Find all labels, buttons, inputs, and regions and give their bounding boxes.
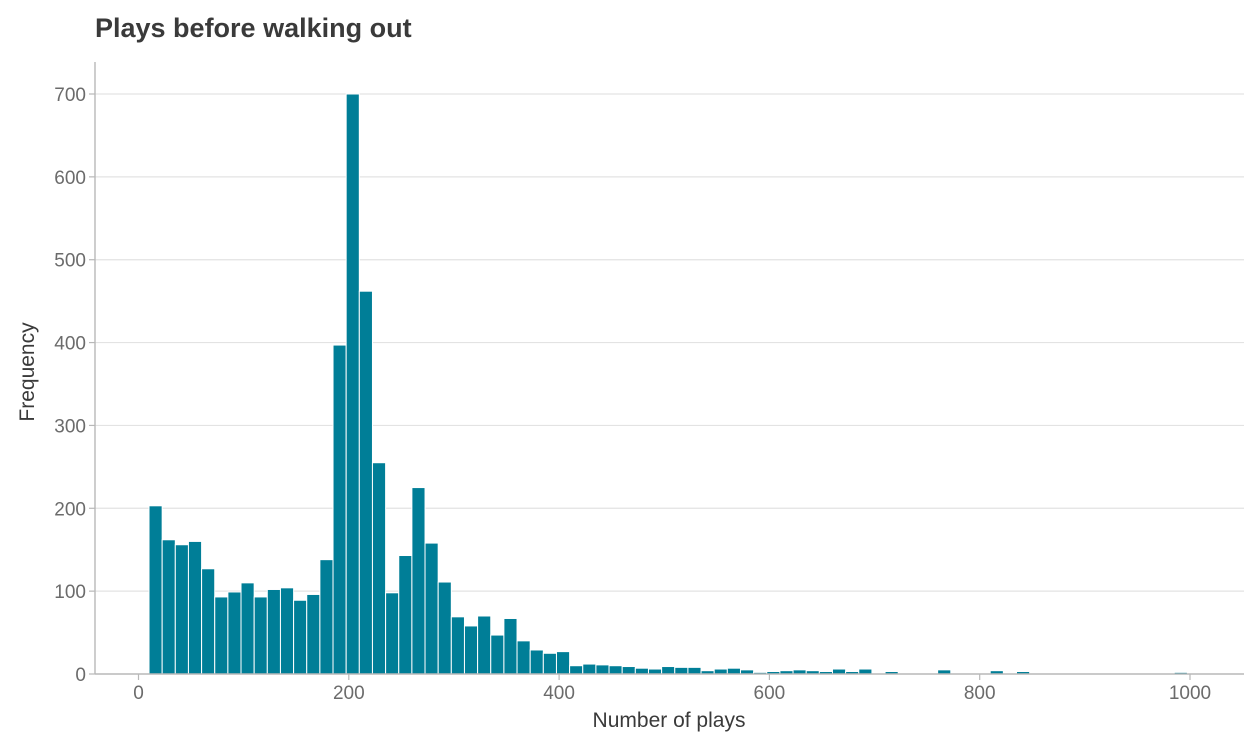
histogram-bar [569,665,584,675]
histogram-bar [358,290,373,675]
y-tick-label: 700 [54,85,86,106]
histogram-bar [831,668,847,675]
histogram-bar [398,555,413,675]
histogram-bar [634,667,649,675]
histogram-bar [411,487,426,675]
histogram-bar [306,593,321,675]
histogram-bar [266,588,281,675]
histogram-bar [713,668,728,675]
y-tick-label: 200 [54,499,86,520]
histogram-bar [201,568,216,675]
histogram-bar [187,540,203,675]
histogram-bar [214,596,229,675]
histogram-bar [555,651,571,675]
histogram-bar [621,666,636,675]
x-axis-label: Number of plays [593,709,746,732]
histogram-bar [595,664,610,675]
histogram-bar [371,462,387,675]
histogram-bar [161,539,176,675]
x-tick-label: 800 [964,683,996,704]
histogram-bar [647,668,663,675]
y-axis-label: Frequency [16,322,39,422]
y-tick-label: 600 [54,168,86,189]
histogram-bar [332,344,347,675]
histogram-bar [608,665,623,675]
histogram-bar [174,544,189,675]
gridlines [95,93,1244,592]
y-tick-label: 400 [54,334,86,355]
x-axis-ticks: 0 200 400 600 800 1000 [133,674,1211,704]
x-tick-label: 200 [333,683,365,704]
histogram-bar [726,667,741,675]
histogram-bar [240,582,255,675]
histogram-bars [148,93,1188,675]
y-tick-label: 500 [54,251,86,272]
histogram-bar [385,592,400,675]
histogram-bar [253,596,268,675]
histogram-bar [661,666,676,675]
histogram-bar [503,617,518,675]
histogram-bar [424,542,439,675]
chart-title: Plays before walking out [95,13,412,43]
y-tick-label: 300 [54,416,86,437]
x-tick-label: 1000 [1169,683,1211,704]
histogram-bar [477,615,492,675]
histogram-bar [450,616,465,675]
histogram-bar [463,625,479,675]
x-tick-label: 0 [133,683,144,704]
histogram-bar [293,599,308,675]
histogram-bar [345,93,360,675]
histogram-bar [674,666,689,675]
histogram-bar [542,652,557,675]
y-tick-label: 100 [54,582,86,603]
histogram-bar [529,649,544,675]
histogram-bar [582,663,597,675]
x-tick-label: 600 [754,683,786,704]
histogram-bar [687,666,702,675]
histogram-bar [279,587,295,675]
x-tick-label: 400 [543,683,575,704]
histogram-bar [437,581,452,675]
histogram-bar [516,640,531,675]
histogram-bar [858,668,873,675]
y-axis-ticks: 0 100 200 300 400 500 600 700 [54,85,95,686]
histogram-bar [319,559,334,675]
histogram-bar [227,591,242,675]
histogram-bar [148,505,163,675]
y-tick-label: 0 [75,665,86,686]
histogram-bar [490,634,505,675]
